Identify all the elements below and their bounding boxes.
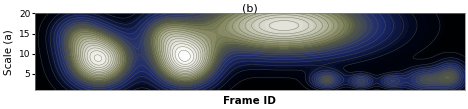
Title: (b): (b) [242, 3, 257, 14]
Y-axis label: Scale (a): Scale (a) [3, 29, 14, 75]
X-axis label: Frame ID: Frame ID [223, 95, 276, 106]
